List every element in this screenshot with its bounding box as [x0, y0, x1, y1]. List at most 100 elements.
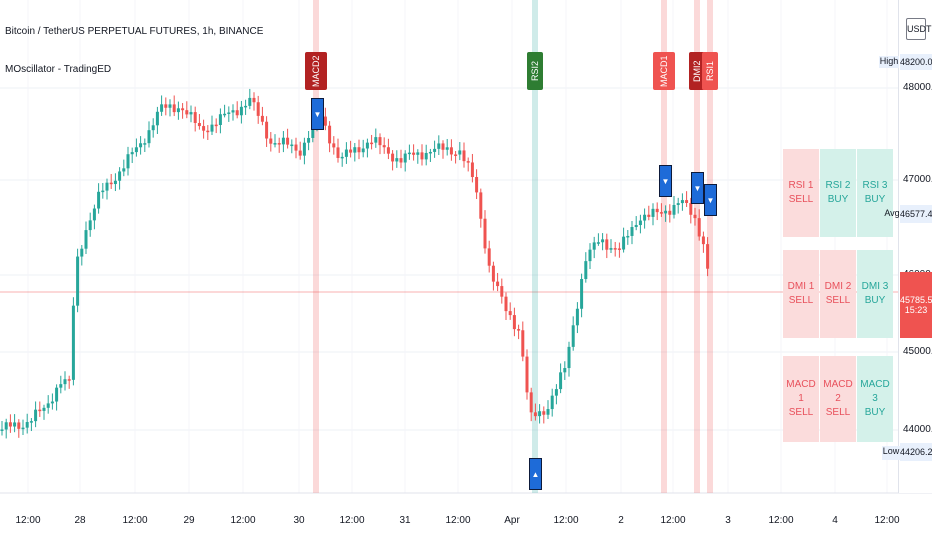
candle-body: [155, 111, 159, 126]
candle-body: [357, 147, 361, 153]
candle-body: [336, 147, 340, 158]
price-scale[interactable]: [898, 0, 932, 493]
cell-signal-state: SELL: [825, 407, 851, 418]
signal-table-cell: DMI 2 SELL: [820, 250, 856, 338]
candle-body: [483, 218, 487, 249]
candle-body: [4, 422, 8, 430]
candle-body: [428, 151, 432, 154]
candle-body: [504, 296, 508, 312]
candle-body: [609, 248, 613, 250]
candle-body: [638, 220, 642, 226]
signal-badge-macd2[interactable]: MACD2: [305, 52, 327, 90]
candle-body: [475, 177, 479, 193]
candle-body: [580, 279, 584, 309]
sell-arrow-icon[interactable]: ▼: [691, 172, 704, 204]
time-tick-label: 28: [74, 515, 86, 526]
candle-body: [643, 214, 647, 221]
candle-body: [353, 147, 357, 153]
signal-badge-rsi1[interactable]: RSI1: [702, 52, 718, 90]
candle-body: [269, 138, 273, 144]
sell-arrow-icon[interactable]: ▼: [659, 165, 672, 197]
candle-body: [462, 150, 466, 162]
candle-body: [588, 249, 592, 262]
candle-body: [466, 161, 470, 163]
cell-signal-state: SELL: [788, 407, 814, 418]
candle-body: [659, 212, 663, 214]
candle-body: [449, 147, 453, 155]
cell-indicator-name: MACD 2: [823, 379, 853, 404]
bar-countdown: 15:23: [904, 305, 928, 315]
candle-body: [370, 142, 374, 145]
avg-value: 46577.4: [900, 205, 932, 223]
candle-body: [235, 110, 239, 116]
signal-table-cell: MACD 2 SELL: [820, 356, 856, 442]
signal-badge-rsi2[interactable]: RSI2: [527, 52, 543, 90]
candle-body: [21, 427, 25, 430]
candle-body: [307, 137, 311, 143]
cell-indicator-name: DMI 1: [787, 281, 815, 292]
candle-body: [130, 152, 134, 155]
candle-body: [25, 422, 29, 428]
candle-body: [672, 204, 676, 215]
time-tick-label: 3: [725, 515, 731, 526]
signal-table-cell: RSI 1 SELL: [783, 149, 819, 237]
candle-body: [210, 124, 214, 132]
candle-body: [214, 124, 218, 127]
candle-body: [38, 409, 42, 412]
signal-band: [661, 0, 667, 493]
candle-body: [67, 379, 71, 381]
candle-body: [563, 368, 567, 373]
time-tick-label: Apr: [504, 515, 520, 526]
high-label: High: [879, 56, 899, 68]
buy-arrow-icon[interactable]: ▲: [529, 458, 542, 490]
candle-body: [458, 150, 462, 155]
candle-body: [441, 143, 445, 150]
sell-arrow-icon[interactable]: ▼: [311, 98, 324, 130]
candle-body: [378, 137, 382, 146]
candle-body: [281, 137, 285, 145]
candle-body: [311, 122, 315, 138]
candle-body: [685, 200, 689, 203]
low-value: 44206.2: [900, 443, 932, 461]
candle-body: [302, 142, 306, 156]
candle-body: [697, 218, 701, 237]
candle-body: [601, 239, 605, 243]
currency-unit-button[interactable]: USDT: [906, 18, 932, 40]
candle-body: [634, 225, 638, 228]
candle-body: [361, 148, 365, 153]
candle-body: [227, 112, 231, 114]
sell-arrow-icon[interactable]: ▼: [704, 184, 717, 216]
candle-body: [470, 162, 474, 178]
candle-body: [193, 112, 197, 123]
candle-body: [76, 256, 80, 306]
candle-body: [164, 104, 168, 108]
candle-body: [332, 143, 336, 148]
candle-body: [349, 149, 353, 153]
candle-body: [88, 220, 92, 231]
candle-body: [0, 429, 4, 431]
price-tick-label: 47000.0: [903, 174, 932, 185]
candle-body: [592, 242, 596, 250]
time-tick-label: 12:00: [874, 515, 900, 526]
candle-body: [80, 248, 84, 257]
candle-body: [433, 148, 437, 152]
indicator-title: MOscillator - TradingED: [5, 64, 112, 75]
candle-body: [92, 208, 96, 221]
candle-body: [113, 180, 117, 185]
signal-badge-macd1[interactable]: MACD1: [653, 52, 675, 90]
cell-indicator-name: DMI 3: [861, 281, 889, 292]
cell-indicator-name: RSI 2: [825, 180, 851, 191]
price-tick-label: 45000.0: [903, 346, 932, 357]
candle-body: [668, 210, 672, 215]
candle-body: [181, 108, 185, 111]
cell-signal-state: SELL: [825, 295, 851, 306]
candle-body: [521, 330, 525, 357]
signal-band: [694, 0, 700, 493]
candle-body: [13, 422, 17, 427]
candle-body: [344, 149, 348, 157]
candle-body: [147, 130, 151, 144]
cell-signal-state: SELL: [788, 295, 814, 306]
candle-body: [223, 113, 227, 116]
price-tick-label: 48000.0: [903, 82, 932, 93]
